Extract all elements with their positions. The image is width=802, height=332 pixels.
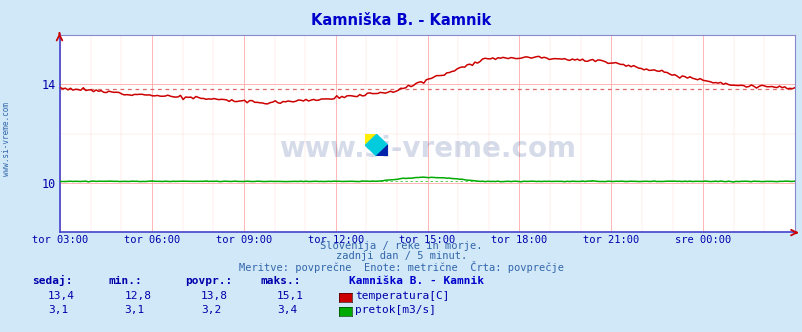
Text: zadnji dan / 5 minut.: zadnji dan / 5 minut. bbox=[335, 251, 467, 261]
Text: min.:: min.: bbox=[108, 276, 142, 286]
Polygon shape bbox=[376, 145, 387, 156]
Text: sedaj:: sedaj: bbox=[32, 275, 72, 286]
Text: temperatura[C]: temperatura[C] bbox=[354, 291, 449, 301]
Text: www.si-vreme.com: www.si-vreme.com bbox=[279, 135, 575, 163]
Text: Kamniška B. - Kamnik: Kamniška B. - Kamnik bbox=[311, 13, 491, 28]
Text: 12,8: 12,8 bbox=[124, 291, 152, 301]
Text: Meritve: povprečne  Enote: metrične  Črta: povprečje: Meritve: povprečne Enote: metrične Črta:… bbox=[239, 261, 563, 273]
Text: www.si-vreme.com: www.si-vreme.com bbox=[2, 103, 11, 176]
Text: 13,4: 13,4 bbox=[48, 291, 75, 301]
Text: Kamniška B. - Kamnik: Kamniška B. - Kamnik bbox=[349, 276, 484, 286]
Text: 13,8: 13,8 bbox=[200, 291, 228, 301]
Text: pretok[m3/s]: pretok[m3/s] bbox=[354, 305, 435, 315]
Text: 3,4: 3,4 bbox=[277, 305, 297, 315]
Polygon shape bbox=[365, 134, 387, 156]
Text: maks.:: maks.: bbox=[261, 276, 301, 286]
Text: povpr.:: povpr.: bbox=[184, 276, 232, 286]
Polygon shape bbox=[365, 134, 376, 145]
Text: 3,2: 3,2 bbox=[200, 305, 221, 315]
Text: 15,1: 15,1 bbox=[277, 291, 304, 301]
Text: Slovenija / reke in morje.: Slovenija / reke in morje. bbox=[320, 241, 482, 251]
Text: 3,1: 3,1 bbox=[124, 305, 144, 315]
Text: 3,1: 3,1 bbox=[48, 305, 68, 315]
